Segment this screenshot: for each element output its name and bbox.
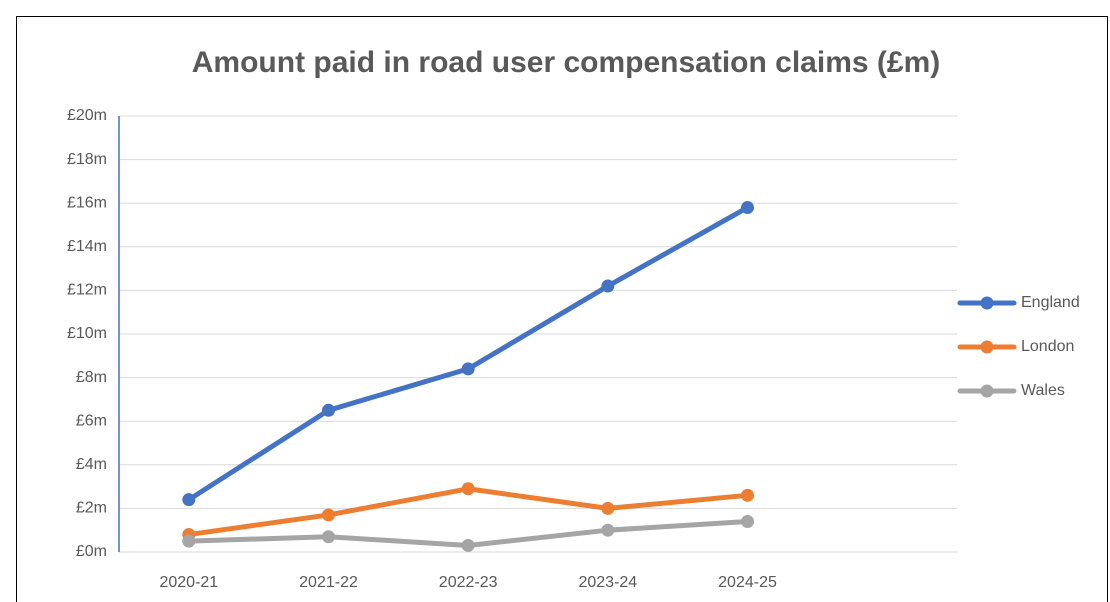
data-point	[601, 279, 615, 293]
y-tick-label: £8m	[76, 369, 107, 386]
legend-marker	[980, 384, 994, 398]
y-tick-label: £14m	[67, 238, 107, 255]
chart-title: Amount paid in road user compensation cl…	[192, 46, 940, 79]
data-point	[322, 403, 335, 417]
legend-marker	[980, 296, 994, 310]
y-tick-label: £4m	[76, 456, 107, 473]
y-tick-label: £18m	[67, 151, 107, 168]
data-point	[322, 530, 335, 544]
x-tick-label: 2020-21	[159, 574, 218, 591]
y-tick-label: £12m	[67, 282, 107, 299]
x-tick-label: 2023-24	[578, 574, 637, 591]
x-tick-label: 2024-25	[718, 574, 777, 591]
data-point	[461, 538, 475, 552]
y-tick-label: £2m	[76, 500, 107, 517]
data-point	[741, 488, 754, 502]
y-tick-label: £6m	[76, 412, 107, 429]
chart-border	[16, 16, 1108, 602]
data-point	[741, 514, 754, 528]
data-point	[601, 501, 615, 515]
y-tick-label: £10m	[67, 325, 107, 342]
data-point	[461, 362, 475, 376]
legend-marker	[980, 340, 994, 354]
x-tick-label: 2021-22	[299, 574, 358, 591]
y-tick-label: £20m	[67, 107, 107, 124]
data-point	[741, 201, 754, 215]
legend-label: England	[1021, 294, 1080, 311]
data-point	[182, 493, 196, 507]
data-point	[322, 508, 335, 522]
y-tick-label: £16m	[67, 194, 107, 211]
data-point	[182, 534, 196, 548]
legend-label: London	[1021, 338, 1074, 355]
y-tick-label: £0m	[76, 543, 107, 560]
legend-label: Wales	[1021, 382, 1065, 399]
x-tick-label: 2022-23	[439, 574, 498, 591]
data-point	[601, 523, 615, 537]
data-point	[461, 482, 475, 496]
